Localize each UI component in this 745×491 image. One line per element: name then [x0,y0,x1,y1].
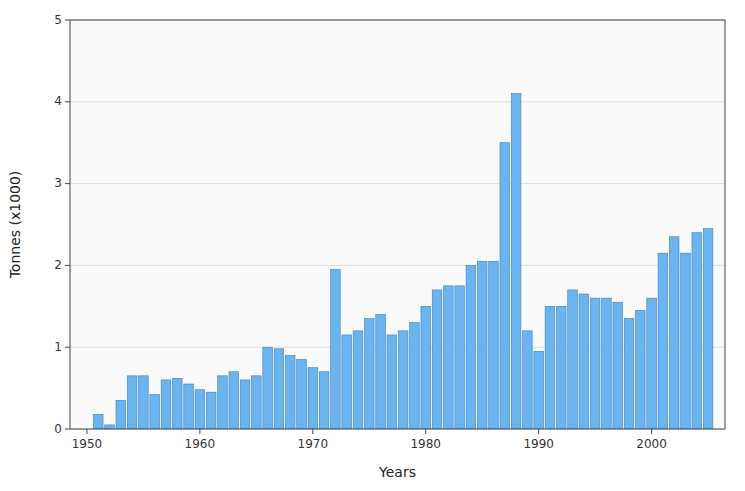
bar [161,380,171,429]
y-tick [65,101,70,102]
bar [364,319,374,429]
y-tick [65,20,70,21]
bar [590,298,600,429]
x-tick-label: 2000 [636,437,667,451]
y-tick-label: 3 [54,176,62,190]
bar [421,306,431,429]
bar [195,390,205,429]
bar [477,261,487,429]
y-tick [65,429,70,430]
bar [523,331,533,429]
bar [252,376,262,429]
bar [624,319,634,429]
y-tick-label: 5 [54,13,62,27]
bar [511,94,521,429]
y-tick [65,265,70,266]
bar [127,376,137,429]
grid-line [70,101,725,102]
y-tick-label: 4 [54,94,62,108]
bar [534,351,544,429]
x-axis-label: Years [378,464,416,480]
bar [669,237,679,429]
chart: 0 1 2 3 4 5 1950 1960 1970 1980 1990 2000 Years Tonne… [0,0,745,491]
y-axis-label: Tonnes (x1000) [7,171,23,280]
bar [331,269,341,429]
x-tick [312,429,313,434]
bar [568,290,578,429]
bar [263,347,273,429]
bar [353,331,363,429]
bar [105,425,115,429]
bar [240,380,250,429]
x-tick-label: 1980 [410,437,441,451]
bar [387,335,397,429]
bar [579,294,589,429]
bar [692,233,702,429]
bar [184,384,194,429]
x-tick-label: 1990 [523,437,554,451]
y-tick [65,183,70,184]
bar [376,314,386,429]
y-tick [65,347,70,348]
bar [398,331,408,429]
x-tick [199,429,200,434]
plot-frame [70,20,725,429]
bar [297,359,307,429]
bar [319,372,329,429]
bar [116,400,126,429]
bar [636,310,646,429]
bar [150,395,160,429]
bar [444,286,454,429]
bar [285,355,295,429]
x-tick [538,429,539,434]
bar [218,376,228,429]
bar [93,414,103,429]
bar [229,372,239,429]
bar [410,323,420,429]
bar [432,290,442,429]
y-tick-label: 0 [54,422,62,436]
grid-line [70,183,725,184]
bar [613,302,623,429]
x-tick-label: 1950 [72,437,103,451]
y-tick-label: 2 [54,258,62,272]
x-tick-label: 1960 [185,437,216,451]
y-tick-label: 1 [54,340,62,354]
x-tick [651,429,652,434]
bar [455,286,465,429]
grid-line [70,265,725,266]
bar [489,261,499,429]
bar [681,253,691,429]
x-tick-label: 1970 [298,437,329,451]
bar [139,376,149,429]
bar [342,335,352,429]
bar [206,392,216,429]
bar [647,298,657,429]
bar [545,306,555,429]
x-tick [86,429,87,434]
bars [93,94,712,429]
plot-area [70,20,725,429]
bar [274,349,284,429]
bar [658,253,668,429]
bar [172,378,182,429]
bar [500,143,510,429]
bar [466,265,476,429]
bar [602,298,612,429]
bar [556,306,566,429]
x-tick [425,429,426,434]
bar [703,229,713,429]
bar [308,368,318,429]
